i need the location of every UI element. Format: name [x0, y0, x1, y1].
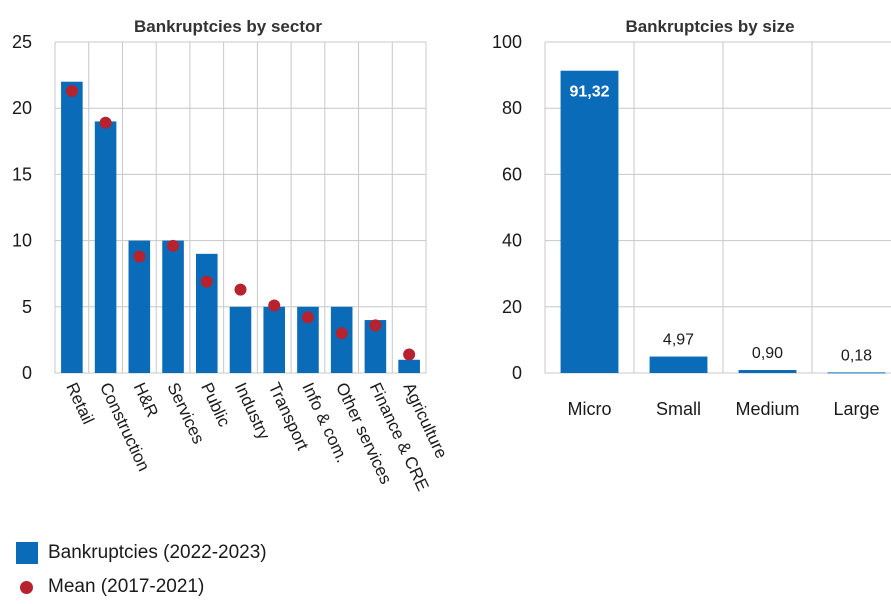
- sector-ytick-label: 10: [12, 231, 32, 251]
- legend-dot-label: Mean (2017-2021): [48, 576, 205, 597]
- sector-bar-h-r: [128, 240, 151, 373]
- size-chart-title: Bankruptcies by size: [625, 17, 794, 36]
- sector-ytick-label: 0: [22, 363, 32, 383]
- size-ytick-label: 40: [502, 231, 522, 251]
- size-ytick-label: 80: [502, 98, 522, 118]
- size-category-label: Medium: [735, 399, 799, 419]
- size-ytick-label: 100: [492, 32, 522, 52]
- sector-mean-dot-retail: [65, 84, 78, 97]
- sector-bar-transport: [263, 306, 286, 373]
- size-bar-small: [649, 356, 708, 373]
- size-data-label-micro: 91,32: [569, 84, 609, 101]
- sector-mean-dot-agriculture: [403, 348, 416, 361]
- sector-category-label: Public: [197, 380, 234, 430]
- size-category-label: Large: [833, 399, 879, 419]
- sector-bar-info-com: [297, 306, 319, 373]
- sector-ytick-label: 20: [12, 98, 32, 118]
- legend-item-bankruptcies: Bankruptcies (2022-2023): [16, 536, 267, 570]
- size-data-label-medium: 0,90: [752, 345, 783, 362]
- sector-ytick-label: 15: [12, 164, 32, 184]
- legend-dot-swatch: [20, 580, 33, 594]
- sector-bar-construction: [94, 121, 117, 373]
- size-ytick-label: 0: [512, 363, 522, 383]
- sector-mean-dot-industry: [234, 283, 247, 296]
- size-bar-large: [827, 372, 886, 374]
- sector-bar-other-services: [330, 306, 353, 373]
- sector-chart-title: Bankruptcies by sector: [134, 17, 322, 36]
- size-bar-medium: [738, 370, 797, 373]
- sector-bar-industry: [229, 306, 252, 373]
- sector-mean-dot-info-com: [301, 311, 314, 324]
- size-category-label: Small: [656, 399, 701, 419]
- size-ytick-label: 60: [502, 164, 522, 184]
- sector-ytick-label: 25: [12, 32, 32, 52]
- sector-mean-dot-other-services: [335, 327, 348, 340]
- sector-mean-dot-construction: [99, 116, 112, 129]
- sector-ytick-label: 5: [22, 297, 32, 317]
- sector-bar-retail: [61, 81, 83, 373]
- legend-bar-label: Bankruptcies (2022-2023): [48, 542, 267, 563]
- legend: Bankruptcies (2022-2023) Mean (2017-2021…: [16, 536, 267, 604]
- sector-mean-dot-transport: [268, 299, 281, 312]
- size-data-label-large: 0,18: [841, 347, 872, 364]
- legend-bar-swatch: [16, 542, 38, 564]
- size-data-label-small: 4,97: [663, 332, 694, 349]
- size-bar-micro: [560, 70, 619, 373]
- sector-mean-dot-h-r: [133, 250, 146, 263]
- sector-bar-public: [195, 253, 218, 373]
- size-ytick-label: 20: [502, 297, 522, 317]
- sector-bar-finance-cre: [364, 320, 387, 373]
- size-category-label: Micro: [568, 399, 612, 419]
- sector-category-label: H&R: [130, 380, 162, 421]
- sector-bar-services: [162, 240, 184, 373]
- sector-mean-dot-public: [200, 275, 213, 288]
- sector-bar-agriculture: [398, 359, 420, 373]
- sector-mean-dot-finance-cre: [369, 319, 382, 332]
- legend-item-mean: Mean (2017-2021): [16, 570, 267, 604]
- sector-mean-dot-services: [167, 239, 180, 252]
- sector-category-label: Retail: [62, 380, 98, 427]
